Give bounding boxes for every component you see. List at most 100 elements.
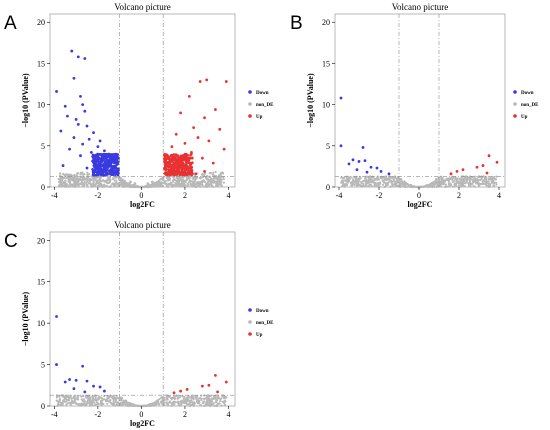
up-density-point xyxy=(181,166,185,170)
non-de-point xyxy=(74,179,77,183)
down-point xyxy=(79,154,82,158)
down-point xyxy=(81,364,85,368)
non-de-point xyxy=(184,180,187,184)
non-de-point xyxy=(481,182,484,186)
non-de-point xyxy=(59,178,62,181)
down-point xyxy=(351,158,355,162)
down-point xyxy=(111,158,115,162)
non-de-point xyxy=(155,400,159,404)
panel-letter: C xyxy=(4,231,18,252)
y-tick-label: 5 xyxy=(41,142,45,151)
non-de-point xyxy=(71,400,74,403)
non-de-point xyxy=(163,182,166,185)
non-de-point xyxy=(453,182,456,185)
y-tick-label: 10 xyxy=(322,101,330,110)
non-de-point xyxy=(189,182,192,185)
y-tick-label: 10 xyxy=(37,319,45,328)
non-de-point xyxy=(120,183,124,186)
non-de-point xyxy=(126,182,130,186)
non-de-point xyxy=(65,398,68,401)
up-density-point xyxy=(181,169,184,172)
down-point xyxy=(347,162,351,166)
down-point xyxy=(83,109,87,113)
non-de-point xyxy=(100,404,103,407)
up-density-point xyxy=(174,160,177,164)
non-de-point xyxy=(73,173,76,177)
non-de-point xyxy=(220,184,223,188)
non-de-point xyxy=(206,395,209,399)
non-de-point xyxy=(195,182,198,185)
non-de-point xyxy=(94,403,97,406)
non-de-point xyxy=(445,185,448,188)
non-de-point xyxy=(76,172,79,175)
down-point xyxy=(85,379,89,383)
non-de-point xyxy=(195,177,198,180)
up-density-point xyxy=(175,172,178,176)
non-de-point xyxy=(171,185,174,188)
non-de-point xyxy=(218,179,222,183)
up-point xyxy=(449,172,453,176)
non-de-point xyxy=(118,178,122,181)
non-de-point xyxy=(111,403,115,406)
non-de-point xyxy=(196,399,199,402)
up-point xyxy=(172,168,176,172)
down-density-point xyxy=(96,165,99,168)
non-de-point xyxy=(365,183,368,187)
non-de-point xyxy=(352,178,355,181)
non-de-point xyxy=(381,177,384,180)
x-tick-label: 0 xyxy=(417,191,421,200)
panel-letter: A xyxy=(4,13,17,34)
non-de-point xyxy=(373,181,376,184)
non-de-point xyxy=(433,183,436,186)
non-de-point xyxy=(65,404,68,407)
non-de-point xyxy=(198,404,202,407)
non-de-point xyxy=(181,400,185,403)
non-de-point xyxy=(460,183,463,187)
non-de-point xyxy=(199,181,202,184)
non-de-point xyxy=(172,403,175,406)
non-de-point xyxy=(403,181,407,185)
x-tick-label: 4 xyxy=(497,191,501,200)
down-point xyxy=(61,164,65,167)
up-density-point xyxy=(190,156,194,160)
non-de-point xyxy=(215,404,218,407)
down-point xyxy=(94,160,98,163)
y-tick-label: 0 xyxy=(41,402,45,411)
non-de-point xyxy=(76,181,79,184)
non-de-point xyxy=(181,395,184,398)
up-point xyxy=(224,380,228,384)
non-de-point xyxy=(193,178,196,181)
non-de-point xyxy=(396,184,400,188)
non-de-point xyxy=(391,185,394,188)
non-de-point xyxy=(84,178,87,181)
x-tick-label: -2 xyxy=(95,410,102,419)
y-tick-label: 15 xyxy=(37,59,45,68)
non-de-point xyxy=(92,399,95,402)
up-point xyxy=(192,126,196,130)
down-point xyxy=(92,172,95,176)
up-point xyxy=(495,160,499,164)
non-de-point xyxy=(404,185,407,189)
down-point xyxy=(87,137,91,141)
non-de-point xyxy=(342,183,345,186)
down-density-point xyxy=(96,157,100,161)
down-point xyxy=(105,173,108,177)
non-de-point xyxy=(113,184,116,188)
non-de-point xyxy=(211,173,214,176)
non-de-point xyxy=(341,176,344,179)
y-tick-label: 15 xyxy=(37,278,45,287)
non-de-point xyxy=(456,181,459,184)
y-tick-label: 20 xyxy=(322,18,330,27)
down-point xyxy=(85,166,89,170)
non-de-point xyxy=(148,183,152,187)
non-de-point xyxy=(391,183,394,186)
up-density-point xyxy=(180,172,183,176)
non-de-point xyxy=(131,183,135,187)
non-de-point xyxy=(71,402,75,405)
non-de-point xyxy=(168,177,172,181)
legend-label: Up xyxy=(521,115,528,120)
up-density-point xyxy=(185,152,188,156)
non-de-point xyxy=(175,184,178,187)
up-density-point xyxy=(188,172,191,176)
non-de-point xyxy=(90,175,93,178)
